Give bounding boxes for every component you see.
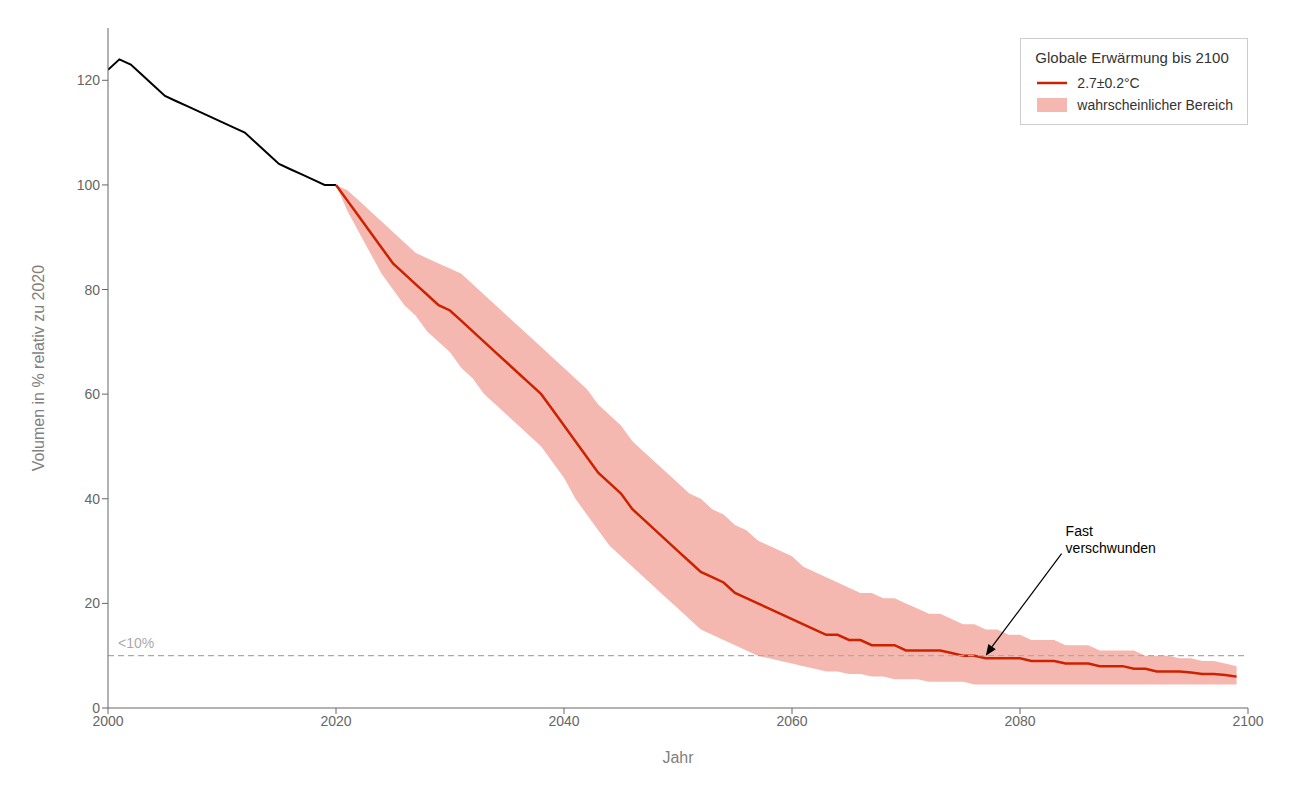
svg-text:80: 80	[84, 282, 100, 298]
svg-text:2080: 2080	[1004, 713, 1035, 729]
svg-text:2020: 2020	[320, 713, 351, 729]
svg-text:Fastverschwunden: Fastverschwunden	[1066, 523, 1156, 556]
svg-text:2040: 2040	[548, 713, 579, 729]
svg-text:Volumen in % relativ zu 2020: Volumen in % relativ zu 2020	[30, 265, 47, 471]
html-text:Globale Erwärmung bis 2100: Globale Erwärmung bis 2100	[1035, 49, 1229, 66]
svg-text:2100: 2100	[1232, 713, 1263, 729]
html-text:wahrscheinlicher Bereich: wahrscheinlicher Bereich	[1077, 97, 1233, 113]
svg-text:2060: 2060	[776, 713, 807, 729]
svg-text:<10%: <10%	[118, 635, 154, 651]
svg-text:40: 40	[84, 491, 100, 507]
svg-text:100: 100	[77, 177, 101, 193]
html-text:2.7±0.2°C: 2.7±0.2°C	[1077, 75, 1140, 91]
svg-text:Jahr: Jahr	[662, 749, 694, 766]
svg-text:20: 20	[84, 595, 100, 611]
svg-text:120: 120	[77, 72, 101, 88]
svg-text:0: 0	[92, 700, 100, 716]
svg-text:2000: 2000	[92, 712, 124, 729]
svg-text:60: 60	[84, 386, 100, 402]
